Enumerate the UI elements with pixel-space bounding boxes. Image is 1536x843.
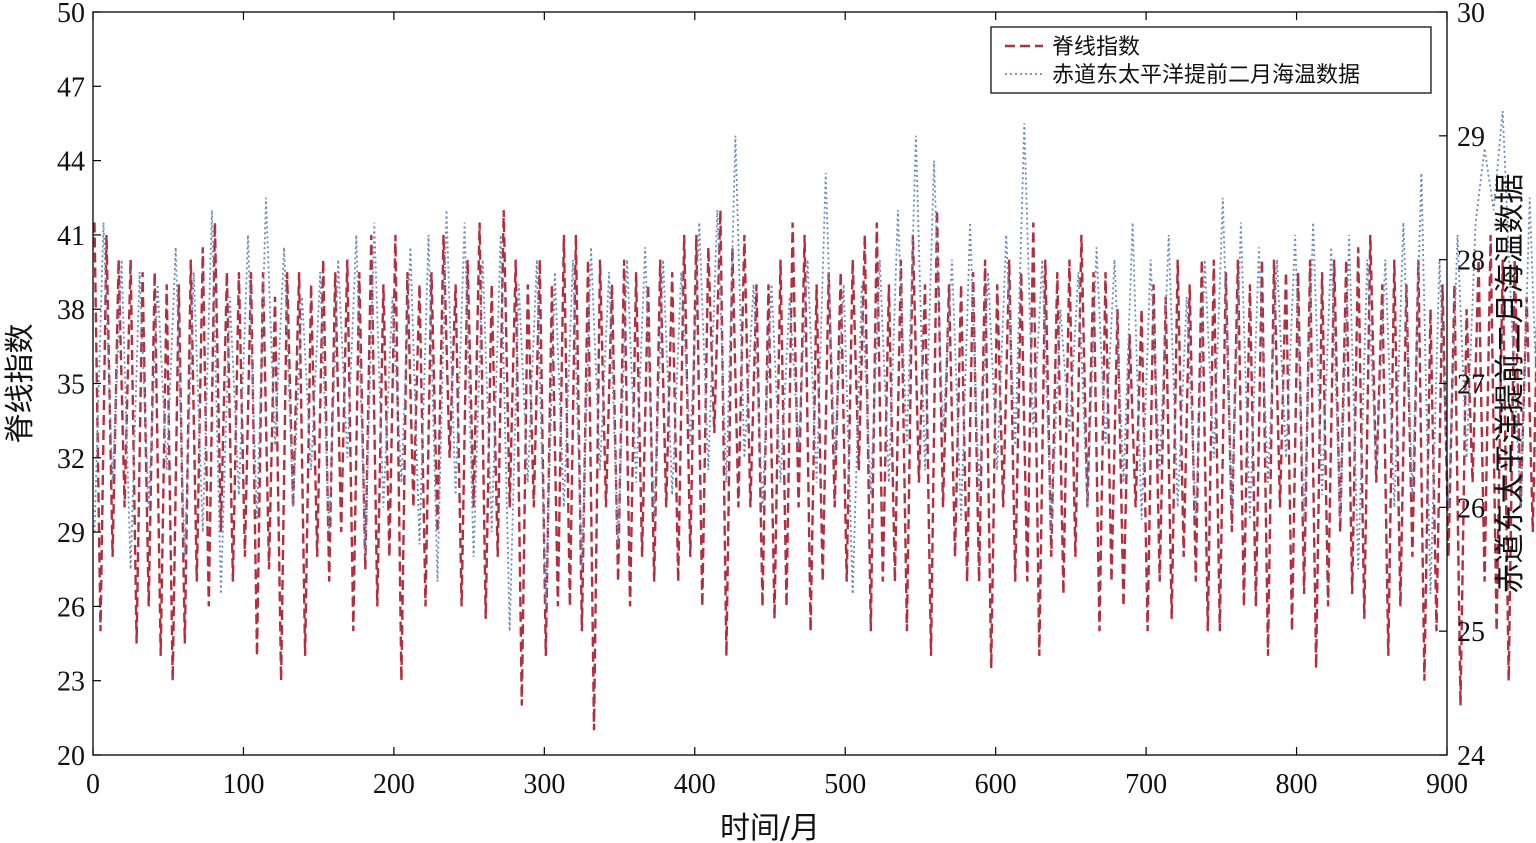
y-right-tick-label: 28: [1457, 246, 1485, 277]
y-right-tick-label: 27: [1457, 370, 1485, 401]
y-right-tick-label: 29: [1457, 122, 1485, 153]
x-tick-label: 500: [824, 769, 866, 800]
y-left-tick-label: 32: [57, 444, 85, 475]
x-tick-label: 100: [222, 769, 264, 800]
y-left-tick-label: 41: [57, 221, 85, 252]
y-axis-right-title: 赤道东太平洋提前二月海温数据: [1493, 174, 1528, 594]
x-tick-label: 300: [523, 769, 565, 800]
y-left-tick-label: 23: [57, 667, 85, 698]
legend-label-ridge-index: 脊线指数: [1052, 35, 1140, 60]
y-left-tick-label: 26: [57, 592, 85, 623]
legend-box: [990, 26, 1432, 94]
legend-label-sst: 赤道东太平洋提前二月海温数据: [1052, 63, 1360, 88]
y-left-tick-label: 29: [57, 518, 85, 549]
y-left-tick-label: 50: [57, 0, 85, 29]
plot-lines: [93, 111, 1536, 731]
series-line-0: [93, 210, 1536, 731]
x-tick-label: 0: [86, 769, 100, 800]
y-left-tick-label: 20: [57, 741, 85, 772]
y-right-tick-label: 24: [1457, 741, 1485, 772]
y-right-tick-label: 25: [1457, 617, 1485, 648]
y-left-tick-label: 35: [57, 370, 85, 401]
x-tick-label: 800: [1276, 769, 1318, 800]
y-left-tick-label: 38: [57, 295, 85, 326]
x-tick-label: 900: [1426, 769, 1468, 800]
y-axis-left-title: 脊线指数: [3, 324, 38, 444]
x-tick-label: 700: [1125, 769, 1167, 800]
x-tick-label: 400: [674, 769, 716, 800]
y-axis-right: 24 25 26 27 28 29 30: [1439, 0, 1485, 772]
y-right-tick-label: 30: [1457, 0, 1485, 29]
y-axis-left: 20 23 26 29 32 35 38 41 44 47 50: [57, 0, 101, 772]
x-tick-label: 200: [373, 769, 415, 800]
x-tick-label: 600: [975, 769, 1017, 800]
x-axis-title: 时间/月: [720, 811, 820, 843]
y-left-tick-label: 44: [57, 147, 85, 178]
y-right-tick-label: 26: [1457, 493, 1485, 524]
x-axis: 0 100 200 300 400 500 600 700 800 900: [86, 12, 1468, 800]
legend: 脊线指数 赤道东太平洋提前二月海温数据: [990, 26, 1432, 94]
y-left-tick-label: 47: [57, 72, 85, 103]
